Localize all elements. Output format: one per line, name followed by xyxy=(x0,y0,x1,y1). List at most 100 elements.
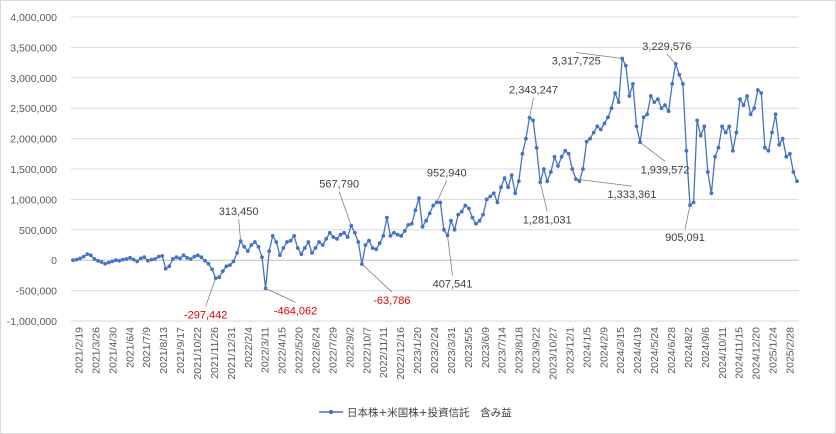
data-point xyxy=(598,127,603,132)
data-point xyxy=(99,260,104,264)
data-point xyxy=(677,72,682,77)
data-point xyxy=(613,91,617,95)
data-point xyxy=(335,237,339,241)
legend-swatch-marker xyxy=(328,409,334,415)
data-point xyxy=(195,253,200,258)
data-point xyxy=(734,130,739,135)
data-label: -297,442 xyxy=(184,309,227,321)
data-point xyxy=(188,257,193,261)
data-point xyxy=(631,82,635,86)
label-leader-line xyxy=(639,141,666,162)
data-point xyxy=(417,196,421,201)
x-tick-label: 2023/3/31 xyxy=(446,327,458,374)
data-point xyxy=(741,103,746,108)
x-tick-label: 2021/6/4 xyxy=(124,327,136,368)
data-point xyxy=(784,154,789,159)
data-point xyxy=(531,118,535,123)
data-point xyxy=(78,256,82,261)
data-label: -63,786 xyxy=(373,295,410,307)
data-point xyxy=(338,232,343,237)
data-point xyxy=(174,255,179,260)
y-tick-label: -500,000 xyxy=(16,286,58,298)
label-leader-line xyxy=(205,278,217,307)
data-point xyxy=(698,133,703,138)
data-point xyxy=(449,218,453,223)
x-tick-label: 2022/11/11 xyxy=(378,327,390,378)
data-point xyxy=(730,148,735,153)
x-tick-label: 2021/11/26 xyxy=(209,327,221,379)
label-leader-line xyxy=(265,288,296,303)
data-point xyxy=(588,136,592,141)
data-point xyxy=(388,234,393,238)
data-point xyxy=(609,106,614,111)
data-point xyxy=(545,179,550,184)
data-labels: 313,450 -297,442 -464,062 567,790 -63,786 952… xyxy=(184,41,705,321)
x-tick-label: 2021/12/31 xyxy=(226,327,238,380)
x-tick-label: 2023/12/1 xyxy=(564,327,576,374)
data-point xyxy=(663,103,667,108)
data-point xyxy=(623,63,628,68)
data-point xyxy=(427,211,432,216)
data-point xyxy=(327,230,332,235)
data-point xyxy=(577,179,582,184)
data-point xyxy=(438,200,443,205)
x-tick-label: 2024/9/6 xyxy=(700,327,712,368)
label-leader-line xyxy=(576,52,623,59)
label-leader-line xyxy=(238,219,242,242)
data-point xyxy=(302,246,307,250)
data-point xyxy=(128,255,132,260)
x-tick-label: 2021/7/9 xyxy=(141,327,153,368)
data-point xyxy=(509,173,514,178)
x-tick-label: 2024/6/28 xyxy=(666,327,678,374)
y-tick-label: 4,000,000 xyxy=(10,12,57,24)
data-point xyxy=(317,240,321,244)
data-point xyxy=(345,235,350,240)
label-leader-line xyxy=(666,53,677,65)
label-leader-line xyxy=(436,180,448,203)
data-point xyxy=(616,100,621,104)
data-point xyxy=(192,254,197,259)
data-point xyxy=(634,124,639,129)
data-point xyxy=(377,241,382,246)
x-tick-label: 2023/8/18 xyxy=(514,327,526,374)
data-point xyxy=(752,106,757,111)
x-tick-label: 2023/10/27 xyxy=(548,327,560,380)
data-point xyxy=(399,234,403,238)
x-axis: 2021/2/19 2021/3/26 2021/4/30 2021/6/4 2021/… xyxy=(73,327,796,380)
data-point xyxy=(581,167,585,171)
data-point xyxy=(681,82,685,86)
data-point xyxy=(788,151,792,156)
data-point xyxy=(723,130,728,135)
y-tick-label: 0 xyxy=(51,255,57,267)
label-leader-line xyxy=(361,263,393,293)
data-point xyxy=(541,167,546,171)
data-point xyxy=(716,145,721,150)
data-point xyxy=(117,258,122,263)
data-point xyxy=(602,121,607,126)
data-point xyxy=(199,255,204,260)
data-point xyxy=(684,148,689,153)
data-point xyxy=(235,251,240,255)
data-point xyxy=(138,256,143,261)
data-point xyxy=(356,240,361,244)
data-point xyxy=(738,97,742,101)
data-label: 952,940 xyxy=(427,167,467,179)
data-point xyxy=(424,218,428,223)
data-point xyxy=(278,253,282,258)
data-point xyxy=(488,194,493,199)
data-point xyxy=(563,148,568,153)
x-tick-label: 2023/7/14 xyxy=(497,327,509,374)
data-point xyxy=(499,185,503,190)
data-point xyxy=(641,115,646,120)
data-point xyxy=(224,264,229,269)
legend-label: 日本株+米国株+投資信託 含み益 xyxy=(347,406,512,419)
data-point xyxy=(313,246,318,250)
y-tick-label: 1,500,000 xyxy=(10,164,57,176)
data-point xyxy=(570,167,575,171)
y-tick-label: -1,000,000 xyxy=(7,316,57,328)
legend: 日本株+米国株+投資信託 含み益 xyxy=(319,406,512,419)
x-tick-label: 2024/11/15 xyxy=(734,327,746,379)
gridlines xyxy=(71,16,799,322)
data-point xyxy=(81,254,86,259)
